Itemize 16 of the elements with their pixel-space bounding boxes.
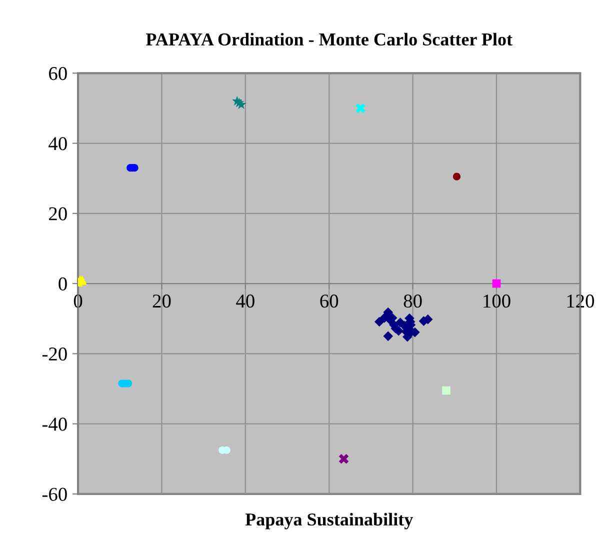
y-tick-label: 40 [48, 137, 67, 150]
y-tick-label: -60 [42, 488, 67, 501]
x-tick-label: 0 [74, 294, 82, 308]
x-axis-title: Papaya Sustainability [245, 512, 413, 530]
y-tick-label: 60 [49, 66, 67, 80]
y-tick-label: -20 [42, 348, 67, 361]
x-tick-label: 40 [236, 294, 254, 308]
x-tick-label: 20 [152, 294, 171, 308]
x-tick-label: 100 [484, 294, 510, 308]
chart-title: PAPAYA Ordination - Monte Carlo Scatter Plot [146, 32, 512, 46]
x-tick-label: 80 [404, 294, 422, 308]
x-tick-label: 60 [320, 294, 338, 308]
y-tick-label: -40 [42, 418, 67, 431]
y-tick-label: 0 [58, 277, 67, 290]
x-tick-label: 120 [567, 294, 594, 308]
y-tick-label: 20 [49, 207, 67, 220]
